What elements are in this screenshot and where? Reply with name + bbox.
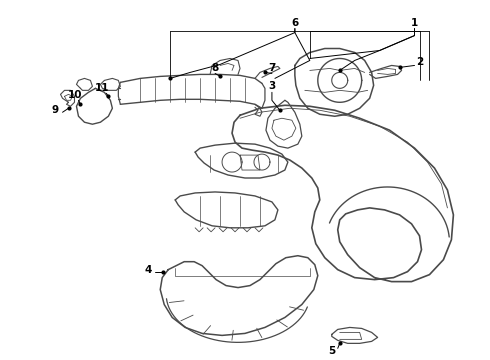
Text: 7: 7 — [268, 63, 275, 73]
Text: 8: 8 — [212, 63, 219, 73]
Text: 4: 4 — [145, 265, 152, 275]
Text: 6: 6 — [291, 18, 298, 28]
Text: 11: 11 — [95, 84, 110, 93]
Text: 5: 5 — [328, 346, 335, 356]
Text: 3: 3 — [269, 81, 275, 91]
Text: 1: 1 — [411, 18, 418, 28]
Text: 9: 9 — [52, 105, 59, 115]
Text: 2: 2 — [416, 58, 423, 67]
Text: 10: 10 — [68, 90, 83, 100]
